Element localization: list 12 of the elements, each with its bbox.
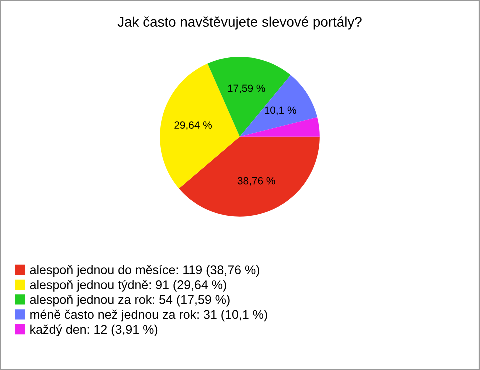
pie-slice (240, 117, 320, 137)
legend-label: každý den: 12 (3,91 %) (30, 324, 158, 337)
data-label: 10,1 % (265, 106, 296, 116)
legend-label: alespoň jednou za rok: 54 (17,59 %) (30, 295, 230, 307)
pie-slice (179, 136, 320, 217)
data-label: 29,64 % (174, 122, 212, 130)
legend-label: alespoň jednou týdně: 91 (29,64 %) (30, 280, 226, 292)
data-label: 17,59 % (228, 84, 266, 94)
chart-title: Jak často navštěvujete slevové portály? (118, 16, 362, 30)
data-label: 38,76 % (238, 177, 276, 186)
legend-label: alespoň jednou do měsíce: 119 (38,76 %) (30, 265, 260, 277)
legend-label: méně často než jednou za rok: 31 (10,1 %) (30, 310, 268, 322)
